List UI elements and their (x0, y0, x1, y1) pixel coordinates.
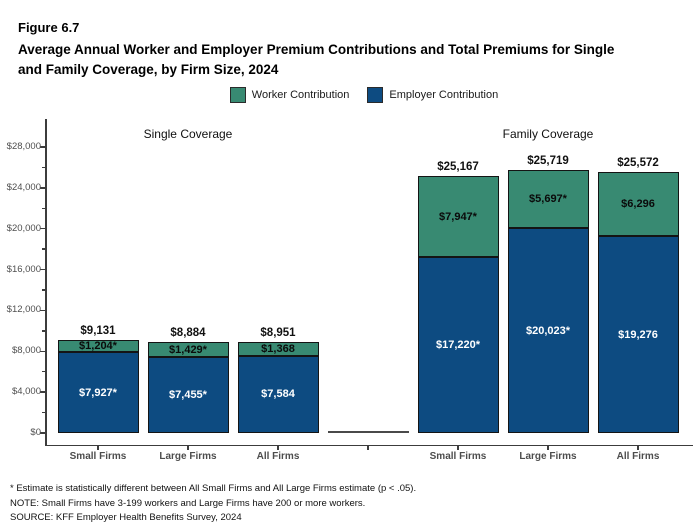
x-category-label: Small Firms (429, 451, 487, 462)
y-minor-tick (41, 289, 45, 291)
bar-total-label: $25,572 (617, 156, 659, 169)
bar-employer-label: $20,023* (525, 324, 571, 337)
worker-contribution-swatch (229, 87, 246, 103)
x-tick (187, 446, 189, 450)
x-tick (637, 446, 639, 450)
y-tick-label: $16,000 (6, 263, 41, 275)
y-major-tick (40, 268, 45, 271)
y-tick-label: $12,000 (6, 304, 41, 316)
bar-employer-segment (507, 228, 589, 433)
bar-worker-segment (417, 175, 499, 258)
y-major-tick (40, 227, 45, 230)
y-minor-tick (41, 411, 45, 414)
bar-employer-segment (237, 355, 319, 433)
bar-total-label: $9,131 (80, 324, 116, 337)
bar-employer-segment (597, 236, 679, 433)
bar-worker-segment (507, 170, 589, 229)
y-minor-tick (41, 166, 45, 169)
bar-worker-segment (147, 342, 229, 357)
group-title: Single Coverage (143, 127, 233, 141)
legend-label-worker: Worker Contribution (251, 89, 350, 101)
footnote-asterisk: * Estimate is statistically different be… (10, 483, 417, 494)
x-tick (277, 446, 279, 450)
y-minor-tick (41, 370, 45, 373)
y-tick-label: $20,000 (6, 222, 41, 234)
y-major-tick (40, 309, 45, 312)
group-title: Family Coverage (502, 127, 594, 141)
bar-employer-label: $19,276 (618, 328, 658, 341)
bar-employer-label: $7,584 (261, 388, 295, 401)
y-major-tick (40, 187, 45, 189)
y-minor-tick (41, 248, 45, 250)
y-tick-label: $0 (30, 427, 41, 438)
y-major-tick (40, 391, 45, 393)
y-tick-label: $4,000 (11, 386, 41, 398)
y-major-tick (40, 146, 45, 148)
bar-total-label: $25,719 (527, 155, 569, 168)
y-minor-tick (41, 330, 45, 332)
x-category-label: Small Firms (69, 451, 127, 462)
blank-category-dash (327, 431, 409, 433)
bar-worker-label: $1,204* (79, 339, 117, 352)
figure-label: Figure 6.7 (18, 20, 80, 35)
x-tick (367, 446, 369, 450)
x-axis-line (45, 444, 693, 446)
y-tick-label: $24,000 (6, 181, 41, 193)
bar-total-label: $8,884 (170, 327, 206, 340)
bar-employer-label: $7,455* (169, 388, 207, 401)
bar-worker-segment (57, 339, 139, 353)
chart-title-line1: Average Annual Worker and Employer Premi… (18, 42, 615, 57)
chart-title-line2: and Family Coverage, by Firm Size, 2024 (18, 62, 279, 77)
bar-employer-label: $7,927* (79, 386, 117, 399)
x-tick (547, 446, 549, 450)
footnotes: * Estimate is statistically different be… (10, 482, 416, 525)
y-minor-tick (41, 207, 45, 210)
x-tick (457, 446, 459, 450)
bar-total-label: $8,951 (260, 326, 296, 339)
bar-worker-segment (597, 171, 679, 237)
y-tick-label: $8,000 (11, 345, 41, 357)
y-axis-line (45, 119, 47, 446)
x-category-label: All Firms (256, 451, 300, 462)
y-major-tick (40, 350, 45, 353)
employer-contribution-swatch (367, 87, 384, 103)
bar-worker-segment (237, 341, 319, 356)
bar-worker-label: $1,368 (261, 342, 295, 355)
legend: Worker Contribution Employer Contributio… (46, 87, 694, 103)
footnote-note: NOTE: Small Firms have 3-199 workers and… (10, 497, 366, 509)
footnote-source: SOURCE: KFF Employer Health Benefits Sur… (10, 512, 242, 523)
x-category-label: All Firms (616, 451, 660, 462)
bar-worker-label: $7,947* (439, 210, 477, 223)
x-category-label: Large Firms (519, 451, 577, 462)
bar-worker-label: $6,296 (621, 197, 655, 210)
legend-label-employer: Employer Contribution (389, 89, 499, 101)
x-category-label: Large Firms (159, 451, 217, 462)
bar-employer-segment (147, 356, 229, 433)
bar-employer-segment (57, 352, 139, 433)
bar-employer-label: $17,220* (435, 339, 481, 352)
y-major-tick (40, 432, 45, 434)
bar-worker-label: $5,697* (529, 193, 567, 206)
bar-worker-label: $1,429* (169, 343, 207, 356)
x-tick (97, 446, 99, 450)
bar-total-label: $25,167 (437, 160, 479, 173)
bar-employer-segment (417, 257, 499, 433)
y-tick-label: $28,000 (6, 141, 41, 152)
